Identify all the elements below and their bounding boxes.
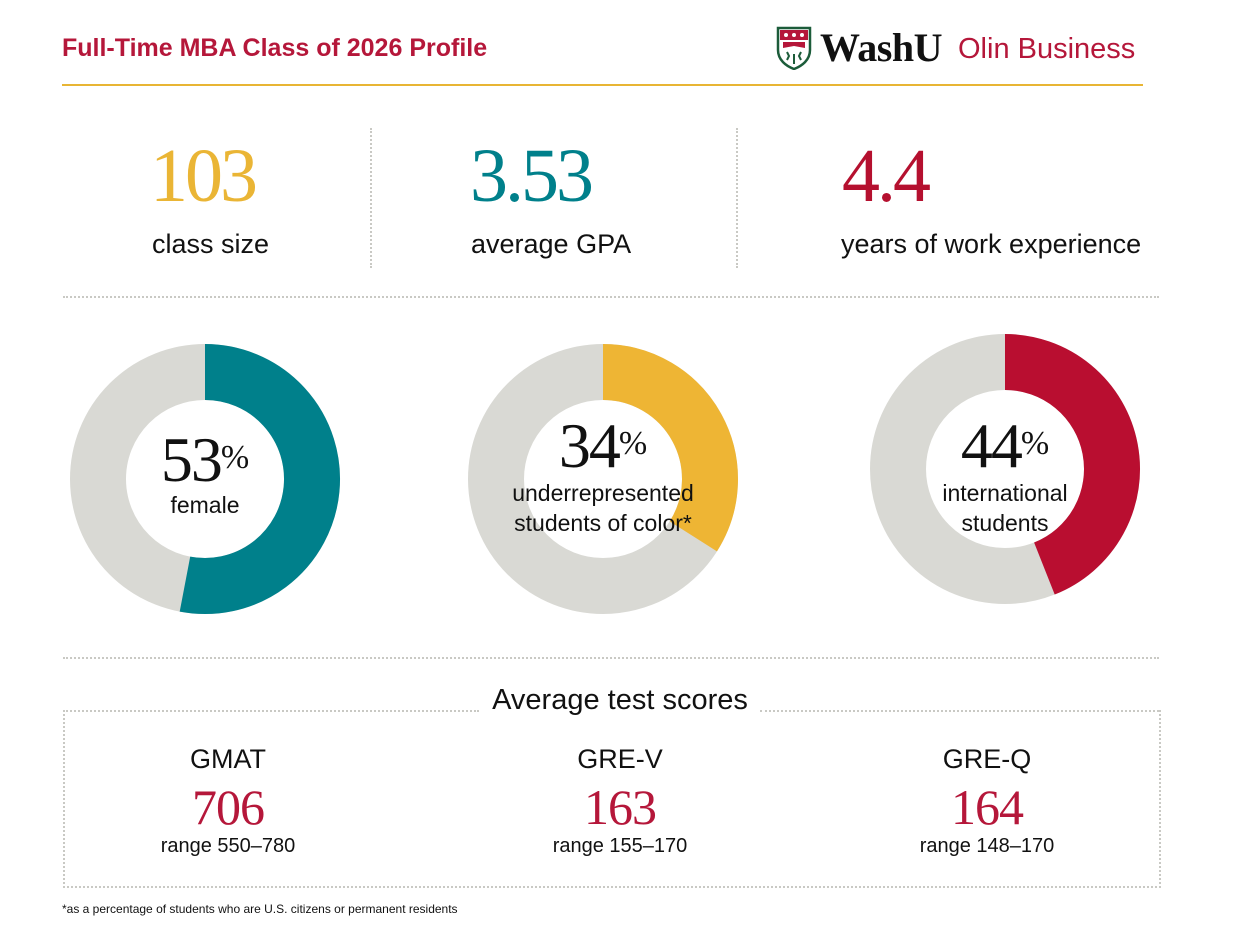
test-scores-panel — [63, 710, 1161, 888]
donut-label: international students — [860, 478, 1150, 538]
donut-percent-value: 34 — [558, 410, 621, 481]
score-gmat: GMAT 706 range 550–780 — [78, 744, 378, 858]
donut-percent: 53% — [60, 428, 350, 492]
donut-arc-female — [179, 344, 341, 614]
donut-chart-international — [870, 334, 1140, 604]
logo-school-name: Olin Business — [958, 33, 1136, 65]
percent-sign: % — [220, 439, 250, 476]
donut-percent: 44% — [860, 414, 1150, 478]
score-value: 706 — [192, 779, 265, 835]
donut-label-line: students of color* — [514, 510, 692, 536]
stat-work-experience-label: years of work experience — [841, 229, 1142, 259]
score-range: range 148–170 — [919, 835, 1055, 857]
donut-percent-value: 53 — [160, 424, 223, 495]
stat-class-size-label: class size — [152, 229, 270, 259]
test-scores-title: Average test scores — [492, 684, 748, 716]
donut-arc-international — [1004, 334, 1140, 595]
washu-shield-icon — [776, 26, 812, 70]
donut-label: female — [60, 490, 350, 520]
donut-female: 53% female — [60, 334, 350, 624]
section-divider — [63, 657, 1159, 659]
percent-sign: % — [618, 425, 648, 462]
score-gre-v: GRE-V 163 range 155–170 — [470, 744, 770, 858]
score-name: GRE-V — [577, 744, 663, 774]
score-range: range 155–170 — [552, 835, 688, 857]
donut-label-line: female — [170, 492, 240, 518]
score-gre-q: GRE-Q 164 range 148–170 — [837, 744, 1137, 858]
panel-border-segment — [63, 710, 479, 712]
donut-percent: 34% — [458, 414, 748, 478]
stat-divider — [736, 128, 738, 268]
section-divider — [63, 296, 1159, 298]
stat-work-experience-value: 4.4 — [842, 134, 931, 218]
score-name: GRE-Q — [942, 744, 1032, 774]
donut-label-line: students — [961, 510, 1049, 536]
donut-percent-value: 44 — [960, 410, 1023, 481]
donut-international: 44% international students — [860, 324, 1150, 614]
donut-label-line: international — [942, 480, 1068, 506]
stat-gpa-value: 3.53 — [470, 134, 594, 218]
score-value: 164 — [951, 779, 1024, 835]
score-name: GMAT — [190, 744, 266, 774]
footnote: *as a percentage of students who are U.S… — [62, 902, 458, 916]
donut-label-line: underrepresented — [512, 480, 694, 506]
logo-wordmark: WashU — [820, 25, 943, 70]
donut-chart-students-of-color — [468, 344, 738, 614]
panel-border-segment — [760, 710, 1159, 712]
percent-sign: % — [1020, 425, 1050, 462]
stat-gpa-label: average GPA — [471, 229, 632, 259]
page-title: Full-Time MBA Class of 2026 Profile — [62, 34, 488, 62]
donut-chart-female — [70, 344, 341, 614]
score-range: range 550–780 — [160, 835, 296, 857]
donut-arc-students-of-color — [602, 344, 738, 552]
header-divider — [62, 84, 1143, 86]
score-value: 163 — [584, 779, 657, 835]
donut-students-of-color: 34% underrepresented students of color* — [458, 334, 748, 624]
stat-divider — [370, 128, 372, 268]
donut-label: underrepresented students of color* — [458, 478, 748, 538]
stat-class-size-value: 103 — [150, 134, 258, 218]
